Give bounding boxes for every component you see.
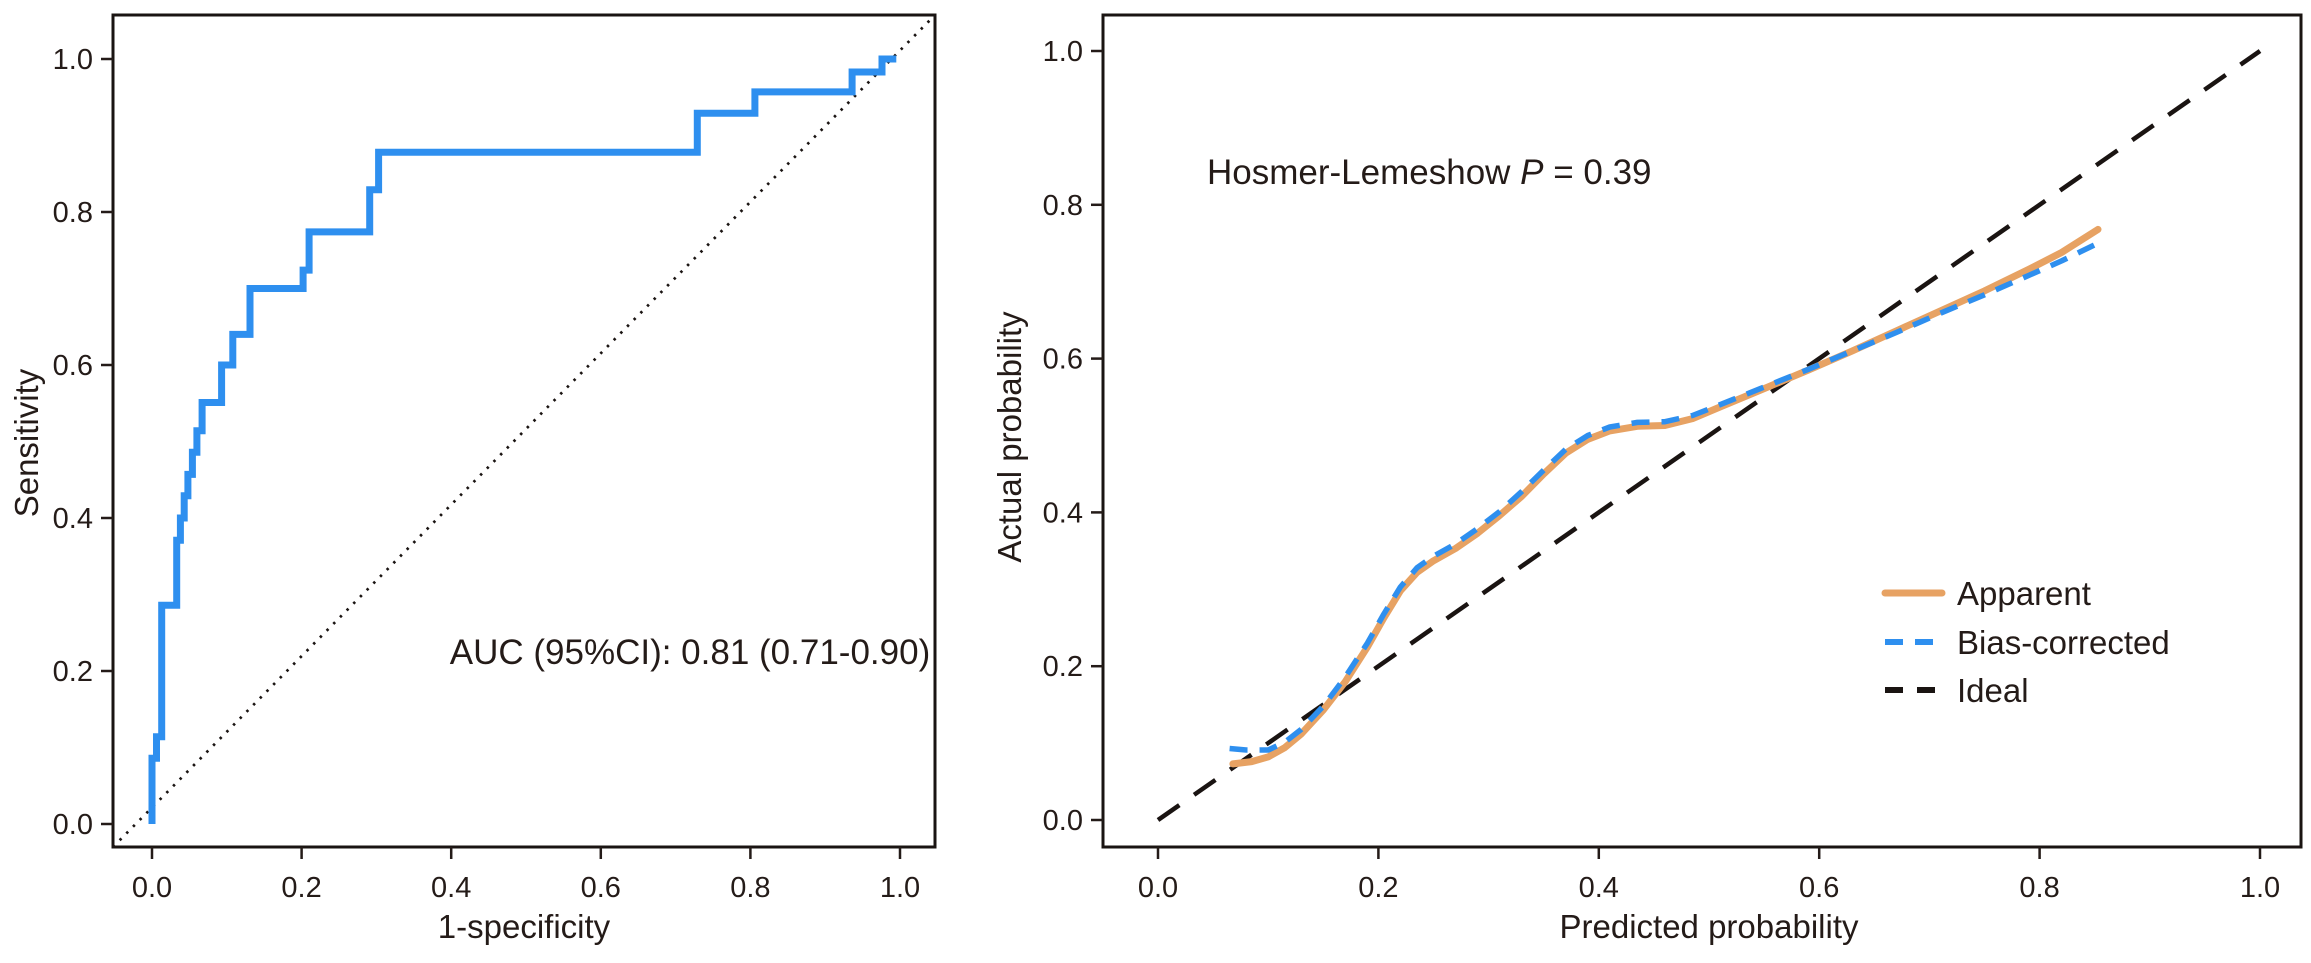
calibration-x-tick-label: 1.0	[2240, 872, 2280, 904]
legend-label-bias-corrected: Bias-corrected	[1957, 624, 2170, 661]
calibration-x-tick-label: 0.2	[1358, 872, 1398, 904]
calibration-x-axis-title: Predicted probability	[1560, 908, 1859, 945]
calibration-y-tick-label: 0.8	[1043, 190, 1083, 222]
calibration-x-tick-label: 0.4	[1579, 872, 1619, 904]
roc-y-axis-title: Sensitivity	[8, 368, 45, 517]
roc-reference-diagonal	[112, 14, 936, 848]
roc-y-tick-label: 0.0	[53, 809, 93, 841]
legend-item-ideal: Ideal	[1885, 672, 2029, 709]
calibration-y-tick-label: 1.0	[1043, 36, 1083, 68]
hosmer-lemeshow-p-symbol: P	[1520, 153, 1544, 192]
calibration-y-tick-label: 0.4	[1043, 497, 1083, 529]
calibration-bias-corrected-line	[1229, 242, 2096, 753]
roc-auc-annotation: AUC (95%CI): 0.81 (0.71-0.90)	[450, 633, 930, 672]
calibration-chart: 0.0 0.2 0.4 0.6 0.8 1.0 0.0 0.2 0.4 0.6 0.8 1.0 Act…	[991, 13, 2303, 945]
hosmer-lemeshow-annotation: Hosmer-Lemeshow P = 0.39	[1207, 153, 1652, 192]
calibration-y-tick-label: 0.0	[1043, 805, 1083, 837]
legend-label-apparent: Apparent	[1957, 575, 2091, 612]
roc-y-tick-label: 0.2	[53, 656, 93, 688]
hosmer-lemeshow-prefix: Hosmer-Lemeshow	[1207, 153, 1520, 192]
roc-x-tick-label: 1.0	[880, 872, 920, 904]
roc-y-tick-label: 0.4	[53, 503, 93, 535]
roc-x-tick-label: 0.2	[281, 872, 321, 904]
calibration-y-tick-label: 0.2	[1043, 651, 1083, 683]
calibration-x-tick-label: 0.0	[1138, 872, 1178, 904]
legend-item-apparent: Apparent	[1881, 575, 2091, 612]
roc-y-tick-label: 1.0	[53, 44, 93, 76]
roc-x-tick-label: 0.6	[581, 872, 621, 904]
legend-label-ideal: Ideal	[1957, 672, 2029, 709]
legend-item-bias-corrected: Bias-corrected	[1885, 624, 2170, 661]
calibration-x-tick-label: 0.6	[1799, 872, 1839, 904]
roc-x-tick-label: 0.8	[730, 872, 770, 904]
calibration-y-axis-title: Actual probability	[991, 311, 1028, 563]
roc-x-tick-label: 0.0	[132, 872, 172, 904]
roc-x-axis-title: 1-specificity	[438, 908, 611, 945]
roc-y-tick-label: 0.8	[53, 197, 93, 229]
calibration-plot-border	[1101, 13, 2303, 849]
calibration-x-tick-label: 0.8	[2019, 872, 2059, 904]
roc-plot-border	[111, 13, 937, 849]
roc-curve-line	[148, 55, 897, 824]
calibration-y-tick-label: 0.6	[1043, 344, 1083, 376]
roc-chart: 0.0 0.2 0.4 0.6 0.8 1.0 0.0 0.2 0.4 0.6 0.8 1.0 Sen…	[8, 13, 937, 945]
calibration-legend: Apparent Bias-corrected Ideal	[1881, 575, 2170, 709]
roc-x-tick-label: 0.4	[431, 872, 471, 904]
hosmer-lemeshow-suffix: = 0.39	[1544, 153, 1652, 192]
roc-y-tick-label: 0.6	[53, 350, 93, 382]
